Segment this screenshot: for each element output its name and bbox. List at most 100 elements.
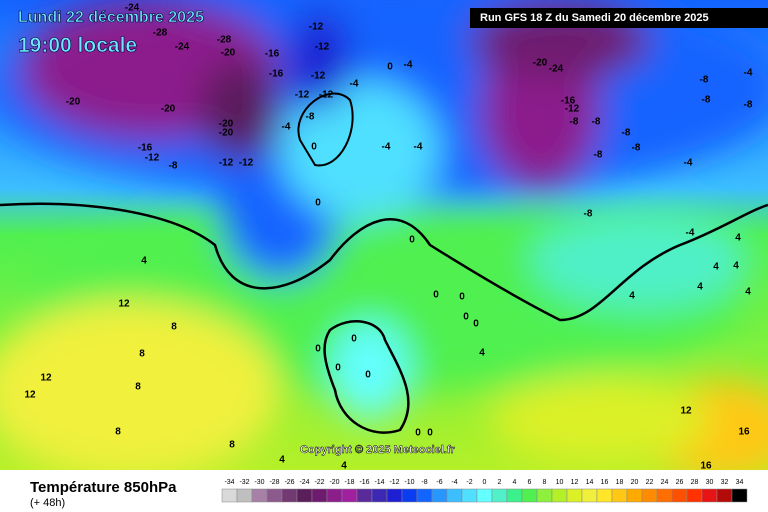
isotherm-label: 0 (311, 142, 317, 153)
scale-label: 34 (736, 479, 744, 486)
scale-cell (521, 488, 538, 503)
isotherm-label: 4 (141, 256, 147, 267)
scale-cell (476, 488, 493, 503)
scale-cell (266, 488, 283, 503)
scale-cell (326, 488, 343, 503)
scale-cell (671, 488, 688, 503)
scale-label: 28 (691, 479, 699, 486)
isotherm-label: -24 (125, 3, 140, 14)
scale-label: -4 (451, 479, 457, 486)
scale-cell (311, 488, 328, 503)
isotherm-label: 4 (735, 233, 741, 244)
scale-cell (626, 488, 643, 503)
isotherm-label: -20 (219, 119, 234, 130)
run-info: Run GFS 18 Z du Samedi 20 décembre 2025 (480, 12, 709, 24)
isotherm-label: -4 (404, 60, 413, 71)
scale-cell (461, 488, 478, 503)
isotherm-label: -8 (744, 100, 753, 111)
scale-cell (371, 488, 388, 503)
isotherm-label: 0 (315, 344, 321, 355)
isotherm-label: 12 (118, 299, 130, 310)
scale-cell (716, 488, 733, 503)
scale-label: -16 (359, 479, 369, 486)
scale-label: 20 (631, 479, 639, 486)
isotherm-label: -16 (561, 96, 576, 107)
scale-cell (356, 488, 373, 503)
scale-label: -2 (466, 479, 472, 486)
isotherm-label: -24 (549, 64, 564, 75)
isotherm-label: -8 (700, 75, 709, 86)
isotherm-label: 0 (409, 235, 415, 246)
isotherm-label: -12 (239, 158, 254, 169)
isotherm-label: -8 (622, 128, 631, 139)
scale-label: -22 (314, 479, 324, 486)
isotherm-label: 0 (351, 334, 357, 345)
isotherm-label: -8 (570, 117, 579, 128)
scale-cell (386, 488, 403, 503)
scale-cell (431, 488, 448, 503)
scale-cell (296, 488, 313, 503)
scale-cell (401, 488, 418, 503)
scale-label: -28 (269, 479, 279, 486)
isotherm-label: 0 (427, 428, 433, 439)
isotherm-label: 12 (40, 373, 52, 384)
forecast-time: 19:00 locale (18, 34, 137, 57)
isotherm-label: -12 (219, 158, 234, 169)
isotherm-label: -4 (684, 158, 693, 169)
isotherm-label: 0 (387, 62, 393, 73)
isotherm-label: 4 (629, 291, 635, 302)
scale-label: -34 (224, 479, 234, 486)
scale-label: 2 (498, 479, 502, 486)
scale-cell (686, 488, 703, 503)
scale-label: -30 (254, 479, 264, 486)
scale-label: 30 (706, 479, 714, 486)
isotherm-label: 4 (745, 287, 751, 298)
isotherm-label: 8 (171, 322, 177, 333)
scale-cell (566, 488, 583, 503)
scale-cell (536, 488, 553, 503)
isotherm-label: 12 (680, 406, 692, 417)
scale-cell (281, 488, 298, 503)
isotherm-label: -12 (145, 153, 160, 164)
scale-label: 16 (601, 479, 609, 486)
scale-cell (641, 488, 658, 503)
isotherm-label: -12 (295, 90, 310, 101)
scale-label: 32 (721, 479, 729, 486)
isotherm-label: 4 (479, 348, 485, 359)
legend-title: Température 850hPa (30, 479, 177, 496)
isotherm-label: 4 (341, 461, 347, 472)
isotherm-label: -16 (265, 49, 280, 60)
isotherm-label: -12 (309, 22, 324, 33)
scale-label: -32 (239, 479, 249, 486)
isotherm-label: 0 (473, 319, 479, 330)
isotherm-label: 0 (433, 290, 439, 301)
isotherm-label: 8 (139, 349, 145, 360)
isotherm-label: -28 (153, 28, 168, 39)
isotherm-label: 16 (700, 461, 712, 472)
isotherm-label: -24 (175, 42, 190, 53)
isotherm-labels: -24-28-28-24-20-20-20-20-20-16-12-8 -12 -1… (24, 3, 752, 472)
scale-cell (491, 488, 508, 503)
scale-cell (221, 488, 238, 503)
isotherm-label: 8 (229, 440, 235, 451)
scale-cell (581, 488, 598, 503)
scale-cell (341, 488, 358, 503)
scale-label: -20 (329, 479, 339, 486)
isotherm-label: -4 (282, 122, 291, 133)
isotherm-label: -4 (414, 142, 423, 153)
scale-label: 8 (543, 479, 547, 486)
forecast-date: Lundi 22 décembre 2025 (18, 9, 204, 26)
scale-cell (551, 488, 568, 503)
scale-label: -18 (344, 479, 354, 486)
isotherm-label: -28 (217, 35, 232, 46)
isotherm-label: 4 (279, 455, 285, 466)
scale-label: 26 (676, 479, 684, 486)
isotherm-label: -4 (382, 142, 391, 153)
isotherm-label: 0 (315, 198, 321, 209)
scale-label: 0 (483, 479, 487, 486)
isotherm-label: 12 (24, 390, 36, 401)
scale-label: -8 (421, 479, 427, 486)
isotherm-label: 0 (463, 312, 469, 323)
isotherm-label: -20 (221, 48, 236, 59)
